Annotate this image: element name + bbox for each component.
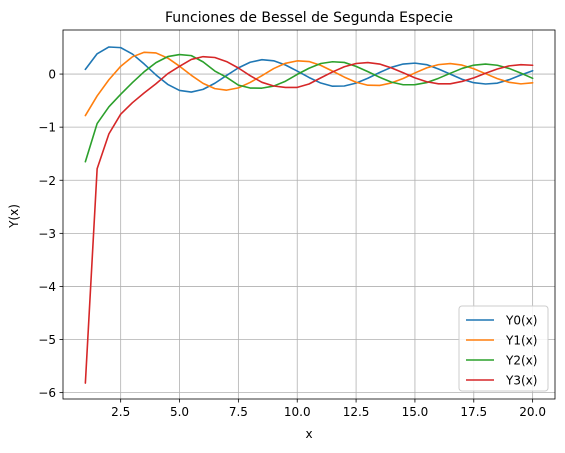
series-line-2 <box>84 51 534 117</box>
y-tick-label: −1 <box>38 121 56 135</box>
y-tick-label: −2 <box>38 174 56 188</box>
x-tick-label: 10.0 <box>284 405 311 419</box>
legend: Y0(x) Y1(x) Y2(x) Y3(x) <box>458 305 549 392</box>
x-tick-label: 7.5 <box>229 405 248 419</box>
legend-label: Y2(x) <box>505 354 537 368</box>
y-axis-ticks: 0 −1 −2 −3 −4 −5 −6 <box>38 68 63 400</box>
y-tick-label: −6 <box>38 386 56 400</box>
x-tick-label: 17.5 <box>460 405 487 419</box>
legend-label: Y1(x) <box>505 334 537 348</box>
plot-frame <box>62 29 556 400</box>
legend-label: Y0(x) <box>505 314 537 328</box>
x-tick-label: 20.0 <box>519 405 546 419</box>
legend-box <box>458 305 549 392</box>
series-line-1 <box>84 46 534 93</box>
y-tick-label: 0 <box>48 68 56 82</box>
x-tick-label: 5.0 <box>170 405 189 419</box>
y-tick-label: −5 <box>38 333 56 347</box>
x-tick-label: 2.5 <box>111 405 130 419</box>
series-lines <box>84 46 534 384</box>
series-line-3 <box>84 53 534 163</box>
x-tick-label: 15.0 <box>402 405 429 419</box>
y-axis-label: Y(x) <box>7 204 21 229</box>
y-tick-label: −3 <box>38 227 56 241</box>
y-tick-label: −4 <box>38 280 56 294</box>
x-axis-ticks: 2.5 5.0 7.5 10.0 12.5 15.0 17.5 20.0 <box>111 399 546 419</box>
series-line-4 <box>84 55 534 384</box>
chart-title: Funciones de Bessel de Segunda Especie <box>165 10 453 26</box>
x-tick-label: 12.5 <box>343 405 370 419</box>
legend-label: Y3(x) <box>505 374 537 388</box>
x-axis-label: x <box>305 427 312 441</box>
